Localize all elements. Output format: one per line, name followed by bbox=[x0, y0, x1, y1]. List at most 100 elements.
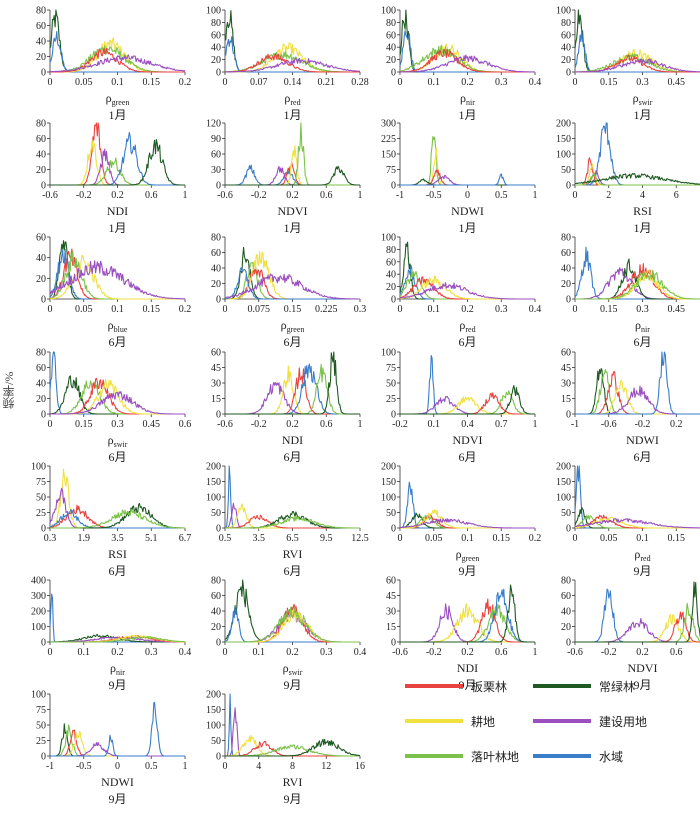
y-tick-label: 150 bbox=[381, 150, 396, 161]
y-tick-label: 150 bbox=[206, 477, 221, 488]
x-tick-label: -1 bbox=[571, 419, 579, 430]
y-tick-label: 200 bbox=[381, 462, 396, 473]
x-tick-label: 0.3 bbox=[636, 77, 649, 88]
x-axis-label-sub: red bbox=[640, 554, 650, 563]
x-tick-label: 0.6 bbox=[320, 419, 333, 430]
x-tick-label: -0.2 bbox=[251, 190, 267, 201]
y-tick-label: 25 bbox=[386, 394, 396, 405]
y-tick-label: 75 bbox=[386, 363, 396, 374]
x-tick-label: 0.2 bbox=[179, 304, 192, 315]
legend-label: 落叶林地 bbox=[471, 749, 520, 764]
month-label: 9月 bbox=[283, 792, 301, 806]
series-line-bu bbox=[400, 54, 535, 73]
x-tick-label: 1 bbox=[358, 419, 363, 430]
y-tick-label: 0 bbox=[391, 68, 396, 79]
month-label: 1月 bbox=[283, 221, 301, 235]
x-tick-label: 0.15 bbox=[600, 304, 618, 315]
x-tick-label: 0.1 bbox=[636, 533, 649, 544]
y-tick-label: 80 bbox=[36, 119, 46, 130]
series-line-wa bbox=[224, 36, 360, 73]
x-tick-label: 0.15 bbox=[143, 304, 161, 315]
y-tick-label: 0 bbox=[566, 410, 571, 421]
y-tick-label: 200 bbox=[206, 462, 221, 473]
y-tick-label: 20 bbox=[36, 274, 46, 285]
series-line-dc bbox=[225, 515, 360, 529]
month-label: 9月 bbox=[458, 564, 476, 578]
x-tick-label: 0.5 bbox=[145, 761, 158, 772]
series-line-bu bbox=[225, 57, 361, 73]
y-tick-label: 0 bbox=[41, 638, 46, 649]
series-line-eg bbox=[574, 9, 700, 73]
y-tick-label: 50 bbox=[211, 736, 221, 747]
x-tick-label: 0 bbox=[48, 419, 53, 430]
y-tick-label: 60 bbox=[36, 21, 46, 32]
y-tick-label: 30 bbox=[386, 607, 396, 618]
month-label: 9月 bbox=[633, 678, 651, 692]
y-tick-label: 0 bbox=[216, 181, 221, 192]
y-tick-label: 0 bbox=[566, 638, 571, 649]
series-line-wa bbox=[49, 593, 185, 643]
x-tick-label: 0.15 bbox=[493, 533, 511, 544]
x-tick-label: 0.15 bbox=[668, 533, 686, 544]
series-line-dc bbox=[575, 602, 700, 643]
month-label: 9月 bbox=[633, 564, 651, 578]
x-tick-label: 0.15 bbox=[284, 304, 302, 315]
y-tick-label: 50 bbox=[36, 493, 46, 504]
series-line-bl bbox=[225, 514, 360, 529]
x-tick-label: -0.6 bbox=[217, 190, 233, 201]
month-label: 9月 bbox=[458, 678, 476, 692]
series-line-cr bbox=[575, 380, 700, 415]
x-tick-label: 5.1 bbox=[145, 533, 158, 544]
series-line-dc bbox=[400, 390, 535, 415]
x-tick-label: 6.5 bbox=[286, 533, 299, 544]
month-label: 9月 bbox=[108, 792, 126, 806]
legend-label: 建设用地 bbox=[599, 714, 648, 729]
y-tick-label: 0 bbox=[216, 638, 221, 649]
y-tick-label: 0 bbox=[41, 68, 46, 79]
legend-label: 水域 bbox=[599, 749, 624, 764]
month-label: 1月 bbox=[633, 221, 651, 235]
y-tick-label: 0 bbox=[566, 295, 571, 306]
x-tick-label: 6.7 bbox=[179, 533, 192, 544]
x-axis-label: ρswir bbox=[108, 433, 128, 449]
x-tick-label: 0.7 bbox=[495, 419, 508, 430]
histogram-panel: 0 20 40 60 80 -0.6 -0.2 0.2 0.6 1 NDI 1月 bbox=[36, 119, 188, 236]
x-tick-label: 0.2 bbox=[636, 647, 649, 658]
x-tick-label: 0.3 bbox=[495, 304, 508, 315]
legend-swatch bbox=[405, 754, 463, 758]
y-tick-label: 200 bbox=[556, 119, 571, 130]
month-label: 9月 bbox=[108, 678, 126, 692]
y-tick-label: 0 bbox=[216, 752, 221, 763]
y-tick-label: 40 bbox=[211, 43, 221, 54]
y-tick-label: 20 bbox=[211, 622, 221, 633]
x-tick-label: 0.1 bbox=[428, 77, 441, 88]
x-axis-label: NDI bbox=[282, 433, 303, 447]
x-tick-label: 0.05 bbox=[425, 533, 443, 544]
y-tick-label: 40 bbox=[211, 264, 221, 275]
month-label: 6月 bbox=[633, 450, 651, 464]
x-tick-label: 0.45 bbox=[668, 77, 686, 88]
series-line-wa bbox=[225, 164, 360, 186]
series-line-eg bbox=[400, 385, 535, 415]
y-tick-label: 15 bbox=[211, 394, 221, 405]
series-line-wa bbox=[400, 173, 535, 186]
x-tick-label: 0 bbox=[398, 77, 403, 88]
histogram-panel: 0 15 30 45 60 -0.6 -0.2 0.2 0.6 1 NDI 6月 bbox=[211, 348, 363, 465]
series-line-dc bbox=[50, 508, 185, 529]
series-line-eg bbox=[574, 173, 700, 185]
x-tick-label: 0 bbox=[223, 77, 228, 88]
y-tick-label: 40 bbox=[561, 607, 571, 618]
x-tick-label: 8 bbox=[290, 761, 295, 772]
x-tick-label: 0.1 bbox=[78, 647, 91, 658]
y-tick-label: 30 bbox=[211, 379, 221, 390]
x-tick-label: 0.4 bbox=[461, 419, 474, 430]
series-line-bu bbox=[399, 518, 535, 529]
x-tick-label: 0 bbox=[573, 190, 578, 201]
x-axis-label: NDWI bbox=[626, 433, 659, 447]
month-label: 6月 bbox=[108, 450, 126, 464]
series-line-bu bbox=[575, 385, 700, 415]
